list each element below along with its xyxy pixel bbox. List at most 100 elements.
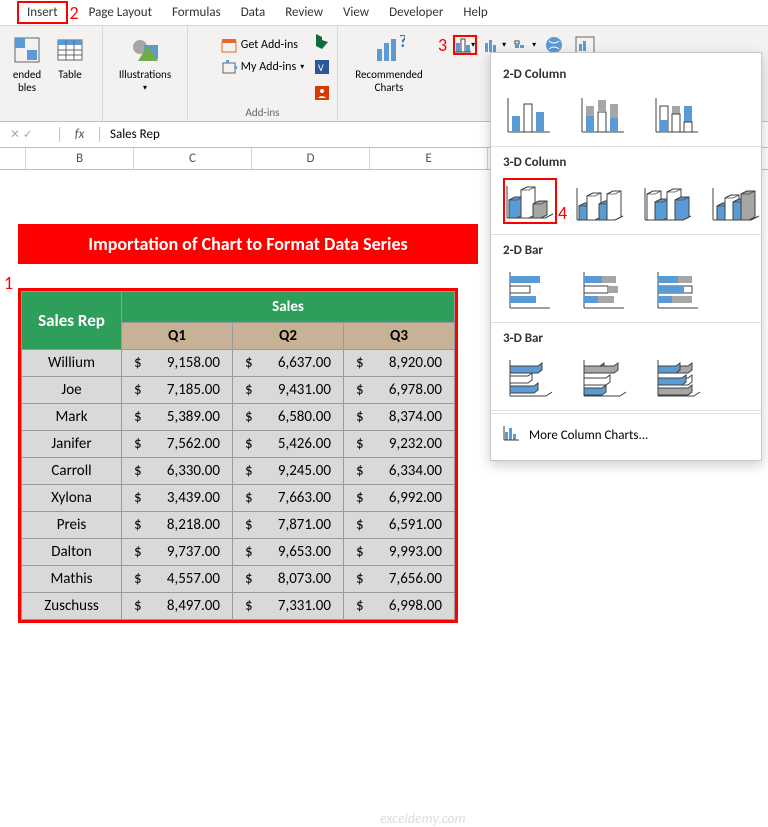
col-gutter <box>0 148 26 169</box>
chart-option-2d-bar-0[interactable] <box>503 266 559 312</box>
sales-rep-cell[interactable]: Willium <box>22 350 122 377</box>
col-header-b[interactable]: B <box>26 148 134 169</box>
tab-formulas[interactable]: Formulas <box>162 1 231 24</box>
tab-data[interactable]: Data <box>231 1 276 24</box>
col-header-d[interactable]: D <box>252 148 370 169</box>
chart-option-3d-bar-2[interactable] <box>651 354 707 400</box>
chart-option-2d-column-1[interactable] <box>577 90 633 136</box>
sales-rep-cell[interactable]: Janifer <box>22 431 122 458</box>
more-column-charts-button[interactable]: More Column Charts... <box>491 416 761 454</box>
money-cell[interactable]: $3,439.00 <box>122 485 233 512</box>
money-cell[interactable]: $8,073.00 <box>233 566 344 593</box>
money-cell[interactable]: $6,637.00 <box>233 350 344 377</box>
money-cell[interactable]: $6,330.00 <box>122 458 233 485</box>
pivot-ended-button[interactable]: ended bles <box>8 30 46 94</box>
money-cell[interactable]: $9,232.00 <box>344 431 455 458</box>
money-cell[interactable]: $7,656.00 <box>344 566 455 593</box>
q3-header: Q3 <box>344 323 455 350</box>
money-cell[interactable]: $9,993.00 <box>344 539 455 566</box>
chart-section-title: 2-D Bar <box>491 237 761 262</box>
svg-text:V: V <box>318 61 324 74</box>
money-cell[interactable]: $6,591.00 <box>344 512 455 539</box>
sales-rep-cell[interactable]: Preis <box>22 512 122 539</box>
sales-rep-cell[interactable]: Carroll <box>22 458 122 485</box>
recommended-charts-button[interactable]: ? Recommended Charts <box>346 30 432 94</box>
money-cell[interactable]: $4,557.00 <box>122 566 233 593</box>
sales-rep-header: Sales Rep <box>22 292 122 350</box>
chart-option-3d-column-1[interactable] <box>575 178 625 224</box>
money-cell[interactable]: $7,562.00 <box>122 431 233 458</box>
money-cell[interactable]: $5,426.00 <box>233 431 344 458</box>
sales-rep-cell[interactable]: Dalton <box>22 539 122 566</box>
money-cell[interactable]: $9,245.00 <box>233 458 344 485</box>
chart-section-title: 3-D Column <box>491 149 761 174</box>
fx-button[interactable]: fx <box>60 127 100 142</box>
money-cell[interactable]: $9,158.00 <box>122 350 233 377</box>
table-row[interactable]: Xylona$3,439.00$7,663.00$6,992.00 <box>22 485 455 512</box>
table-button[interactable]: Table <box>46 30 94 94</box>
col-header-e[interactable]: E <box>370 148 488 169</box>
table-row[interactable]: Dalton$9,737.00$9,653.00$9,993.00 <box>22 539 455 566</box>
chart-option-2d-bar-1[interactable] <box>577 266 633 312</box>
chart-option-2d-bar-2[interactable] <box>651 266 707 312</box>
sales-rep-cell[interactable]: Xylona <box>22 485 122 512</box>
q2-header: Q2 <box>233 323 344 350</box>
money-cell[interactable]: $9,653.00 <box>233 539 344 566</box>
chart-option-3d-column-3[interactable] <box>711 178 761 224</box>
money-cell[interactable]: $8,497.00 <box>122 593 233 620</box>
col-header-c[interactable]: C <box>134 148 252 169</box>
chart-option-3d-bar-1[interactable] <box>577 354 633 400</box>
table-row[interactable]: Preis$8,218.00$7,871.00$6,591.00 <box>22 512 455 539</box>
sales-table[interactable]: Sales Rep Sales Q1 Q2 Q3 Willium$9,158.0… <box>21 291 455 620</box>
people-graph-icon[interactable] <box>313 84 331 106</box>
tab-insert[interactable]: Insert <box>17 1 68 24</box>
sales-rep-cell[interactable]: Mathis <box>22 566 122 593</box>
annotation-1: 1 <box>4 272 13 294</box>
money-cell[interactable]: $6,998.00 <box>344 593 455 620</box>
money-cell[interactable]: $6,334.00 <box>344 458 455 485</box>
money-cell[interactable]: $9,737.00 <box>122 539 233 566</box>
tab-help[interactable]: Help <box>453 1 497 24</box>
illustrations-button[interactable]: Illustrations ▾ <box>111 30 179 93</box>
chart-option-2d-column-2[interactable] <box>651 90 707 136</box>
money-cell[interactable]: $7,871.00 <box>233 512 344 539</box>
table-row[interactable]: Zuschuss$8,497.00$7,331.00$6,998.00 <box>22 593 455 620</box>
sales-rep-cell[interactable]: Joe <box>22 377 122 404</box>
tab-view[interactable]: View <box>333 1 379 24</box>
money-cell[interactable]: $9,431.00 <box>233 377 344 404</box>
table-label: Table <box>58 68 82 81</box>
name-box[interactable]: ✕ ✓ <box>0 127 60 142</box>
money-cell[interactable]: $8,920.00 <box>344 350 455 377</box>
money-cell[interactable]: $8,374.00 <box>344 404 455 431</box>
table-row[interactable]: Carroll$6,330.00$9,245.00$6,334.00 <box>22 458 455 485</box>
money-cell[interactable]: $7,185.00 <box>122 377 233 404</box>
annotation-3: 3 <box>438 34 447 56</box>
tab-developer[interactable]: Developer <box>379 1 453 24</box>
chart-option-3d-column-2[interactable] <box>643 178 693 224</box>
chart-option-3d-bar-0[interactable] <box>503 354 559 400</box>
sales-rep-cell[interactable]: Mark <box>22 404 122 431</box>
table-row[interactable]: Joe$7,185.00$9,431.00$6,978.00 <box>22 377 455 404</box>
money-cell[interactable]: $6,978.00 <box>344 377 455 404</box>
table-row[interactable]: Janifer$7,562.00$5,426.00$9,232.00 <box>22 431 455 458</box>
table-icon <box>54 34 86 66</box>
table-row[interactable]: Mark$5,389.00$6,580.00$8,374.00 <box>22 404 455 431</box>
get-addins-button[interactable]: Get Add-ins <box>217 36 308 54</box>
chart-option-3d-column-0[interactable] <box>503 178 557 224</box>
money-cell[interactable]: $6,992.00 <box>344 485 455 512</box>
money-cell[interactable]: $5,389.00 <box>122 404 233 431</box>
table-row[interactable]: Willium$9,158.00$6,637.00$8,920.00 <box>22 350 455 377</box>
tab-review[interactable]: Review <box>275 1 333 24</box>
visio-icon[interactable]: V <box>313 58 331 80</box>
sales-rep-cell[interactable]: Zuschuss <box>22 593 122 620</box>
insert-column-chart-button[interactable]: ▾ <box>453 35 477 55</box>
chart-option-2d-column-0[interactable] <box>503 90 559 136</box>
money-cell[interactable]: $6,580.00 <box>233 404 344 431</box>
money-cell[interactable]: $8,218.00 <box>122 512 233 539</box>
my-addins-button[interactable]: My Add-ins ▾ <box>217 58 308 76</box>
money-cell[interactable]: $7,663.00 <box>233 485 344 512</box>
bing-maps-icon[interactable] <box>313 32 331 54</box>
money-cell[interactable]: $7,331.00 <box>233 593 344 620</box>
tab-page-layout[interactable]: Page Layout <box>79 1 162 24</box>
table-row[interactable]: Mathis$4,557.00$8,073.00$7,656.00 <box>22 566 455 593</box>
